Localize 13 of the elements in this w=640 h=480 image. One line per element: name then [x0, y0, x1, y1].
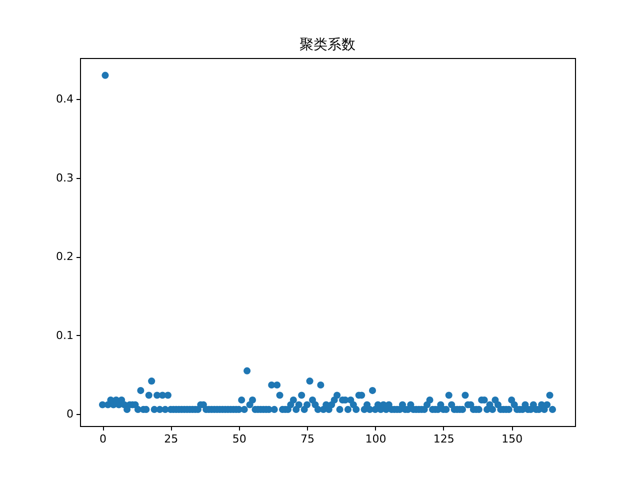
x-tick-label: 125: [433, 432, 454, 446]
chart-title: 聚类系数: [300, 37, 356, 53]
y-tick-label: 0.1: [56, 328, 74, 342]
x-tick-label: 150: [502, 432, 523, 446]
x-tick-label: 100: [365, 432, 386, 446]
x-tick-label: 25: [164, 432, 178, 446]
y-tick-label: 0.4: [56, 92, 74, 106]
x-tick-label: 0: [100, 432, 106, 446]
x-tick-label: 50: [232, 432, 246, 446]
x-tick-label: 75: [300, 432, 315, 446]
y-tick-label: 0.3: [56, 171, 74, 184]
y-tick-label: 0: [66, 408, 74, 421]
y-tick-label: 0.2: [56, 250, 74, 264]
